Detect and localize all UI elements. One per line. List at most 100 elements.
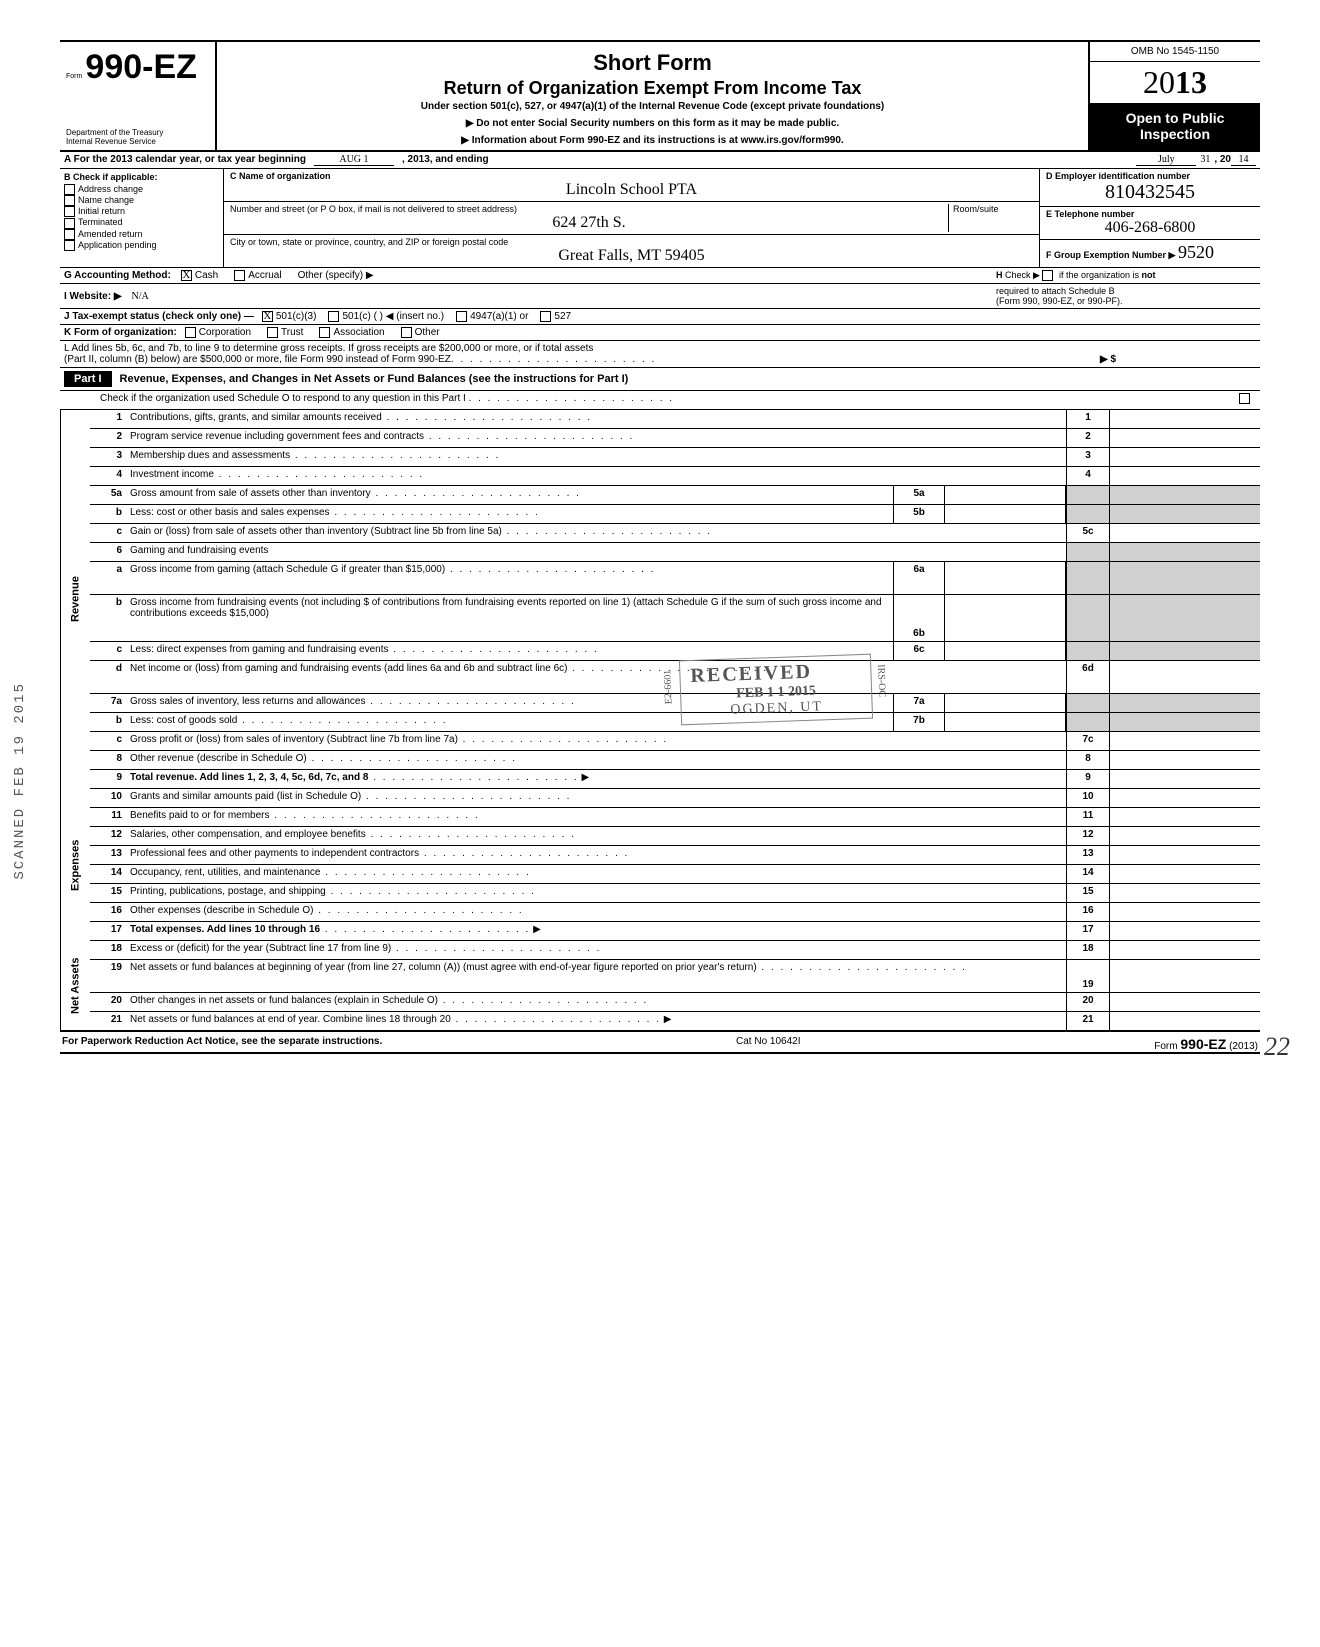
- short-form-title: Short Form: [227, 50, 1078, 76]
- cb-cash[interactable]: [181, 270, 192, 281]
- l-text-2: (Part II, column (B) below) are $500,000…: [64, 354, 451, 365]
- line-21-value[interactable]: [1109, 1012, 1260, 1030]
- line-6c-value[interactable]: [945, 642, 1066, 660]
- line-5b-value[interactable]: [945, 505, 1066, 523]
- cb-schedule-o[interactable]: [1239, 393, 1250, 404]
- cb-initial-return[interactable]: [64, 206, 75, 217]
- city-label: City or town, state or province, country…: [230, 237, 508, 247]
- tax-year-end-day: 31: [1200, 154, 1210, 166]
- title-box: Short Form Return of Organization Exempt…: [217, 42, 1088, 150]
- l-arrow: ▶ $: [1100, 354, 1116, 365]
- line-7b-value[interactable]: [945, 713, 1066, 731]
- ssn-warning: ▶ Do not enter Social Security numbers o…: [227, 118, 1078, 129]
- cb-amended[interactable]: [64, 229, 75, 240]
- cb-4947[interactable]: [456, 311, 467, 322]
- l-text-1: L Add lines 5b, 6c, and 7b, to line 9 to…: [64, 343, 1256, 354]
- expenses-section: Expenses 10Grants and similar amounts pa…: [60, 789, 1260, 941]
- row-i-website: I Website: ▶ N/A required to attach Sche…: [60, 284, 1260, 309]
- form-number-box: Form 990-EZ Department of the Treasury I…: [60, 42, 217, 150]
- line-20-value[interactable]: [1109, 993, 1260, 1011]
- cb-trust[interactable]: [267, 327, 278, 338]
- line-19-value[interactable]: [1109, 960, 1260, 992]
- line-7c-value[interactable]: [1109, 732, 1260, 750]
- cb-address-change[interactable]: [64, 184, 75, 195]
- net-assets-side-label: Net Assets: [60, 941, 90, 1030]
- part-i-check-row: Check if the organization used Schedule …: [60, 391, 1260, 410]
- org-name-value: Lincoln School PTA: [230, 181, 1033, 199]
- line-6b-value[interactable]: [945, 595, 1066, 641]
- line-5a-value[interactable]: [945, 486, 1066, 504]
- revenue-section: Revenue 1Contributions, gifts, grants, a…: [60, 410, 1260, 789]
- line-6d-value[interactable]: [1109, 661, 1260, 693]
- line-10-value[interactable]: [1109, 789, 1260, 807]
- row-j-tax-exempt: J Tax-exempt status (check only one) — 5…: [60, 309, 1260, 325]
- cb-schedule-b[interactable]: [1042, 270, 1053, 281]
- year-bold: 13: [1175, 64, 1207, 100]
- line-9-value[interactable]: [1109, 770, 1260, 788]
- row-g-accounting: G Accounting Method: Cash Accrual Other …: [60, 268, 1260, 284]
- form-header: Form 990-EZ Department of the Treasury I…: [60, 42, 1260, 152]
- cb-corp[interactable]: [185, 327, 196, 338]
- cb-name-change[interactable]: [64, 195, 75, 206]
- revenue-side-label: Revenue: [60, 410, 90, 789]
- entity-block: B Check if applicable: Address change Na…: [60, 169, 1260, 268]
- form-number: 990-EZ: [85, 48, 197, 86]
- accounting-label: G Accounting Method:: [64, 270, 171, 281]
- dept-treasury: Department of the Treasury: [66, 128, 209, 137]
- line-15-value[interactable]: [1109, 884, 1260, 902]
- website-label: I Website: ▶: [64, 291, 122, 302]
- line-7a-value[interactable]: [945, 694, 1066, 712]
- subtitle: Under section 501(c), 527, or 4947(a)(1)…: [227, 101, 1078, 112]
- line-4-value[interactable]: [1109, 467, 1260, 485]
- cb-terminated[interactable]: [64, 218, 75, 229]
- line-11-value[interactable]: [1109, 808, 1260, 826]
- scan-date-stamp: SCANNED FEB 19 2015: [12, 682, 28, 880]
- page-initials: 22: [1264, 1032, 1290, 1062]
- part-i-check-text: Check if the organization used Schedule …: [100, 393, 466, 404]
- footer-cat-no: Cat No 10642I: [736, 1036, 801, 1052]
- expenses-side-label: Expenses: [60, 789, 90, 941]
- line-3-value[interactable]: [1109, 448, 1260, 466]
- open-to-public: Open to Public Inspection: [1090, 104, 1260, 150]
- phone-label: E Telephone number: [1046, 209, 1134, 219]
- cb-501c3[interactable]: [262, 311, 273, 322]
- line-6a-value[interactable]: [945, 562, 1066, 594]
- line-5c-value[interactable]: [1109, 524, 1260, 542]
- cb-app-pending[interactable]: [64, 240, 75, 251]
- j-label: J Tax-exempt status (check only one) —: [64, 311, 254, 322]
- line-13-value[interactable]: [1109, 846, 1260, 864]
- cb-527[interactable]: [540, 311, 551, 322]
- line-18-value[interactable]: [1109, 941, 1260, 959]
- street-value: 624 27th S.: [230, 214, 948, 232]
- org-name-label: C Name of organization: [230, 171, 331, 181]
- page-footer: For Paperwork Reduction Act Notice, see …: [60, 1032, 1260, 1052]
- cb-501c[interactable]: [328, 311, 339, 322]
- line-8-value[interactable]: [1109, 751, 1260, 769]
- form-page: SCANNED FEB 19 2015 Form 990-EZ Departme…: [60, 40, 1260, 1054]
- line-12-value[interactable]: [1109, 827, 1260, 845]
- line-1-value[interactable]: [1109, 410, 1260, 428]
- line-2-value[interactable]: [1109, 429, 1260, 447]
- tax-year: 2013: [1090, 62, 1260, 104]
- line-14-value[interactable]: [1109, 865, 1260, 883]
- year-outline: 20: [1143, 64, 1175, 100]
- info-url: ▶ Information about Form 990-EZ and its …: [227, 135, 1078, 146]
- group-exemption-label: F Group Exemption Number ▶: [1046, 250, 1175, 260]
- line-16-value[interactable]: [1109, 903, 1260, 921]
- cb-other-org[interactable]: [401, 327, 412, 338]
- row-a-label: A For the 2013 calendar year, or tax yea…: [64, 154, 306, 166]
- col-b-checkboxes: B Check if applicable: Address change Na…: [60, 169, 224, 267]
- footer-paperwork: For Paperwork Reduction Act Notice, see …: [62, 1036, 382, 1052]
- net-assets-section: Net Assets 18Excess or (deficit) for the…: [60, 941, 1260, 1032]
- col-b-header: B Check if applicable:: [64, 172, 219, 182]
- part-i-title: Revenue, Expenses, and Changes in Net As…: [120, 373, 629, 385]
- part-i-badge: Part I: [64, 371, 112, 387]
- tax-year-end-yy: 14: [1231, 154, 1256, 166]
- cb-assoc[interactable]: [319, 327, 330, 338]
- cb-accrual[interactable]: [234, 270, 245, 281]
- city-value: Great Falls, MT 59405: [230, 247, 1033, 265]
- line-17-value[interactable]: [1109, 922, 1260, 940]
- row-k-form-org: K Form of organization: Corporation Trus…: [60, 325, 1260, 341]
- ein-label: D Employer identification number: [1046, 171, 1190, 181]
- col-de: D Employer identification number 8104325…: [1039, 169, 1260, 267]
